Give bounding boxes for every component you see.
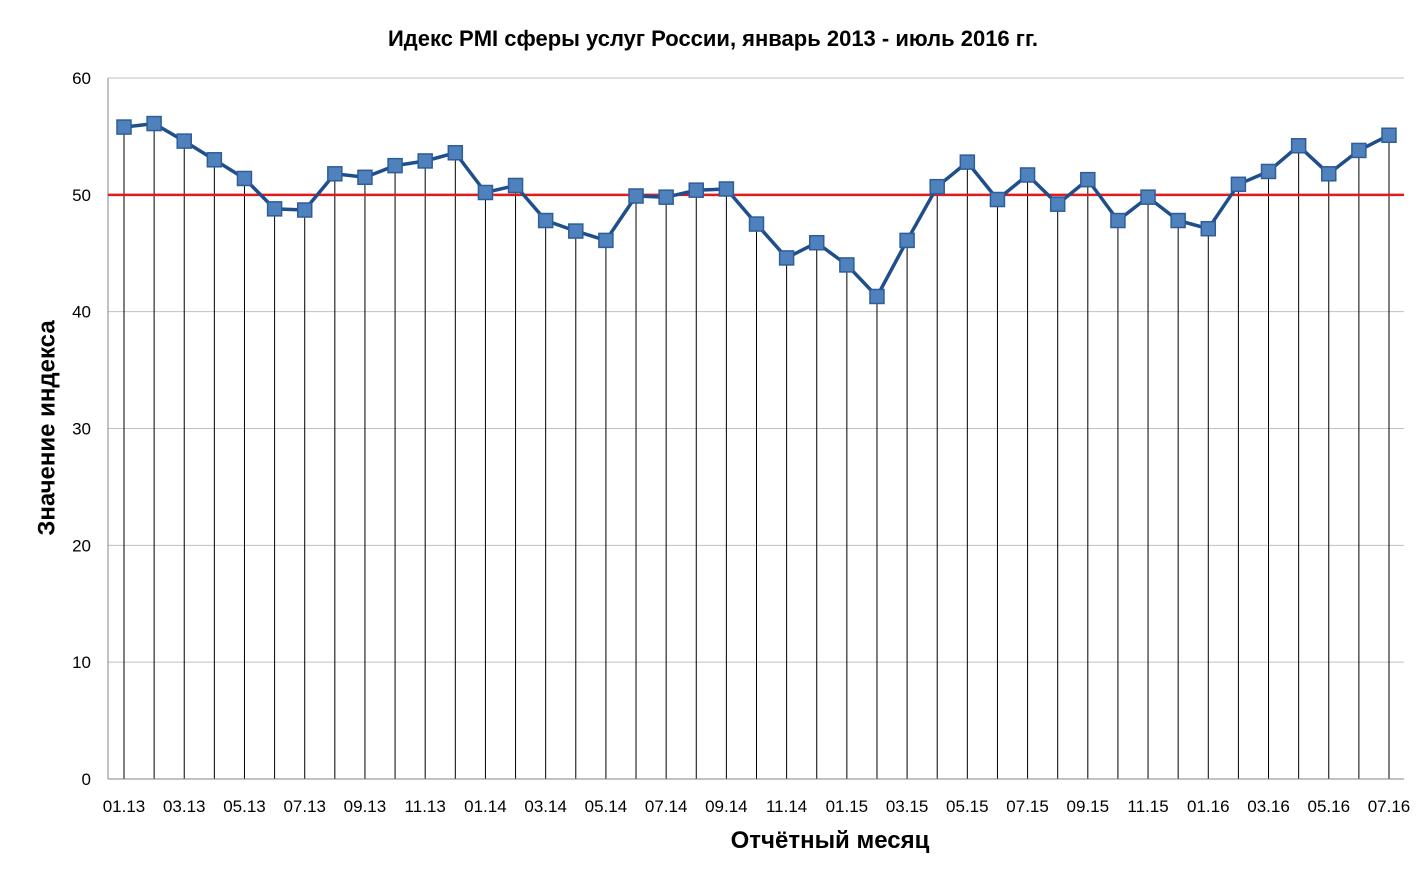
x-tick-label-01.16: 01.16 <box>1187 797 1230 816</box>
x-tick-label-05.13: 05.13 <box>223 797 266 816</box>
y-tick-label-30: 30 <box>72 420 91 439</box>
point-10.15 <box>1110 212 1126 229</box>
y-tick-label-10: 10 <box>72 653 91 672</box>
point-09.14 <box>718 181 735 197</box>
point-06.14 <box>628 188 644 204</box>
point-07.16 <box>1381 127 1397 143</box>
point-06.15 <box>989 191 1006 208</box>
point-12.15 <box>1170 212 1186 229</box>
x-tick-label-03.13: 03.13 <box>163 797 206 816</box>
point-05.14 <box>598 232 614 249</box>
point-03.15 <box>899 232 915 249</box>
point-07.15 <box>1019 167 1036 183</box>
point-01.13 <box>116 119 132 135</box>
drop-lines <box>123 123 1390 779</box>
point-05.13 <box>236 170 253 187</box>
point-11.15 <box>1140 189 1156 205</box>
point-09.13 <box>357 169 373 186</box>
point-06.16 <box>1351 142 1367 159</box>
x-tick-label-05.14: 05.14 <box>585 797 628 816</box>
point-05.15 <box>959 154 976 170</box>
data-series <box>116 115 1397 305</box>
point-01.15 <box>839 257 855 273</box>
point-08.14 <box>688 182 705 198</box>
point-06.13 <box>266 201 283 217</box>
point-01.16 <box>1200 220 1217 237</box>
point-11.14 <box>778 250 795 266</box>
x-tick-label-01.14: 01.14 <box>464 797 507 816</box>
point-05.16 <box>1321 166 1337 182</box>
point-02.16 <box>1230 176 1247 193</box>
point-07.13 <box>296 202 313 218</box>
y-tick-label-50: 50 <box>72 186 91 205</box>
point-10.14 <box>748 216 765 232</box>
x-tick-label-11.14: 11.14 <box>766 797 807 816</box>
point-01.14 <box>477 184 494 201</box>
point-04.15 <box>929 178 945 195</box>
x-axis-title: Отчётный месяц <box>731 827 930 854</box>
x-tick-label-09.15: 09.15 <box>1067 797 1110 816</box>
x-tick-label-03.16: 03.16 <box>1247 797 1290 816</box>
point-03.13 <box>176 133 192 149</box>
plot-area: 0 10 20 30 40 50 60 01.13 03.13 05.13 07.13 09.13 1… <box>72 69 1410 816</box>
point-04.14 <box>568 223 584 239</box>
point-07.14 <box>658 189 674 205</box>
x-tick-label-05.15: 05.15 <box>946 797 989 816</box>
point-12.13 <box>447 145 464 161</box>
point-02.15 <box>869 288 885 305</box>
y-axis-title: Значение индекса <box>33 320 60 536</box>
x-tick-label-09.14: 09.14 <box>705 797 748 816</box>
y-tick-label-0: 0 <box>82 770 91 789</box>
x-tick-label-01.13: 01.13 <box>103 797 146 816</box>
y-tick-label-40: 40 <box>72 303 91 322</box>
x-tick-label-07.15: 07.15 <box>1006 797 1049 816</box>
point-08.15 <box>1049 196 1066 212</box>
point-11.13 <box>417 153 433 169</box>
point-10.13 <box>387 157 403 174</box>
x-tick-label-05.16: 05.16 <box>1307 797 1350 816</box>
x-axis: 01.13 03.13 05.13 07.13 09.13 11.13 01.14 03.14… <box>103 778 1411 816</box>
point-09.15 <box>1080 171 1096 188</box>
y-axis: 0 10 20 30 40 50 60 <box>72 69 109 789</box>
x-tick-label-07.16: 07.16 <box>1368 797 1411 816</box>
y-tick-label-20: 20 <box>72 536 91 555</box>
x-tick-label-09.13: 09.13 <box>344 797 387 816</box>
point-03.14 <box>537 212 554 229</box>
x-tick-label-11.15: 11.15 <box>1127 797 1168 816</box>
point-04.13 <box>206 152 223 168</box>
y-tick-label-60: 60 <box>72 69 91 88</box>
point-03.16 <box>1260 163 1277 180</box>
point-04.16 <box>1290 138 1307 154</box>
x-tick-label-07.14: 07.14 <box>645 797 688 816</box>
point-02.14 <box>507 177 524 194</box>
chart-title: Идекс PMI сферы услуг России, январь 201… <box>388 26 1038 51</box>
point-02.13 <box>146 115 162 132</box>
x-tick-label-01.15: 01.15 <box>826 797 869 816</box>
point-12.14 <box>808 234 825 251</box>
x-tick-label-11.13: 11.13 <box>405 797 446 816</box>
x-tick-label-07.13: 07.13 <box>283 797 326 816</box>
point-08.13 <box>327 166 343 182</box>
x-tick-label-03.14: 03.14 <box>524 797 567 816</box>
x-tick-label-03.15: 03.15 <box>886 797 929 816</box>
